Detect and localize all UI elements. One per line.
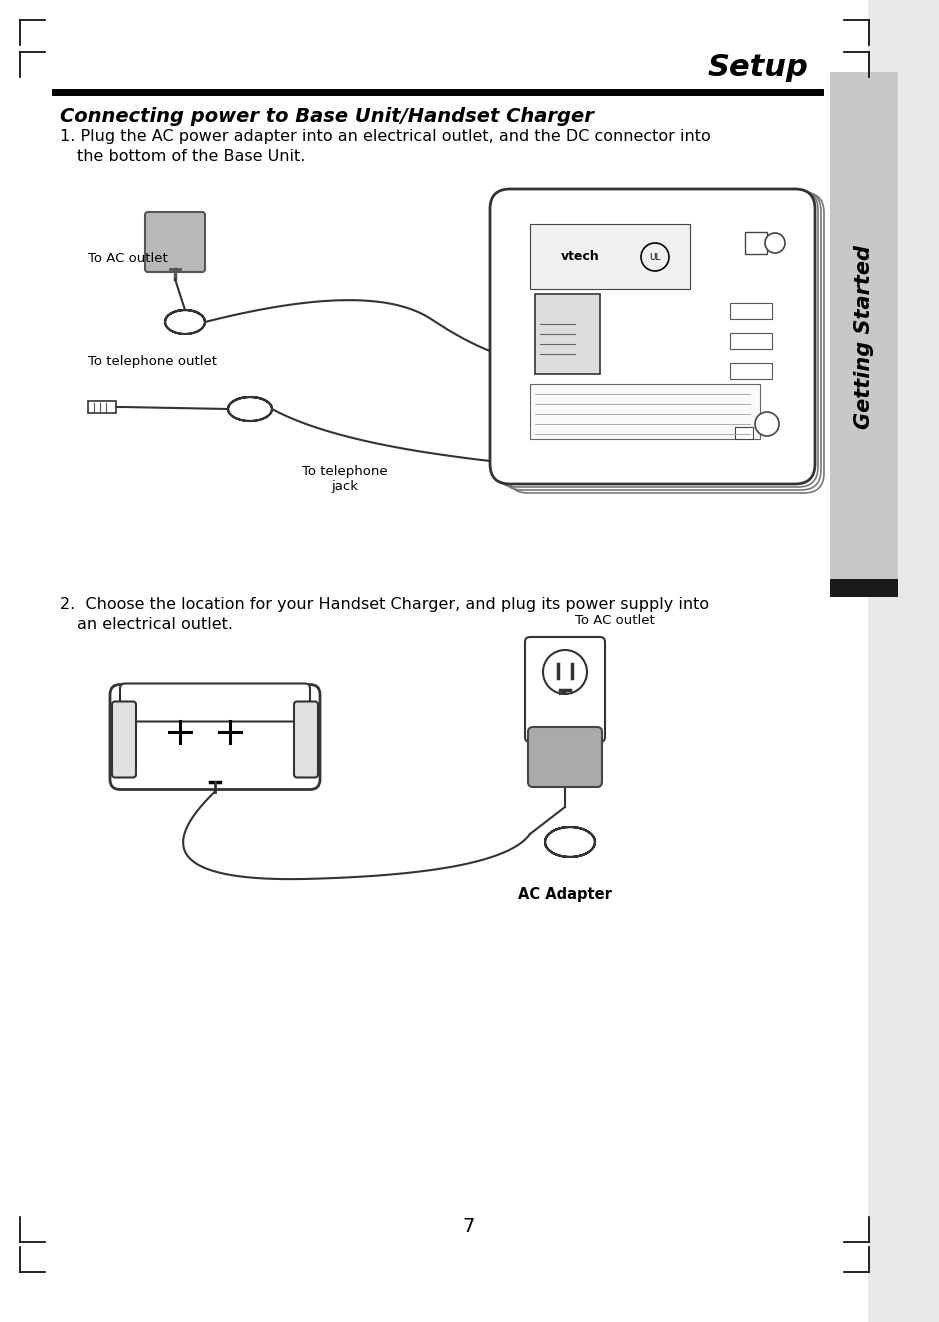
Bar (745, 231, 767, 254)
FancyBboxPatch shape (110, 685, 320, 789)
Text: 2.  Choose the location for your Handset Charger, and plug its power supply into: 2. Choose the location for your Handset … (60, 598, 709, 612)
Text: AC Adapter: AC Adapter (518, 887, 612, 902)
Text: vtech: vtech (561, 250, 599, 263)
Bar (88, 401, 116, 412)
FancyBboxPatch shape (145, 212, 205, 272)
Text: UL: UL (649, 253, 661, 262)
FancyBboxPatch shape (490, 189, 815, 484)
Bar (730, 364, 772, 379)
Circle shape (765, 233, 785, 253)
Text: Connecting power to Base Unit/Handset Charger: Connecting power to Base Unit/Handset Ch… (60, 107, 593, 126)
Bar (730, 303, 772, 319)
Circle shape (543, 650, 587, 694)
Text: Getting Started: Getting Started (854, 245, 874, 430)
Bar (830, 579, 898, 598)
Bar (530, 383, 760, 439)
Text: 1. Plug the AC power adapter into an electrical outlet, and the DC connector int: 1. Plug the AC power adapter into an ele… (60, 130, 711, 144)
Text: 7: 7 (463, 1218, 475, 1236)
FancyBboxPatch shape (525, 637, 605, 742)
Bar (535, 293, 600, 374)
Text: To AC outlet: To AC outlet (88, 253, 168, 266)
Bar (868, 0, 939, 1322)
Text: To AC outlet: To AC outlet (575, 613, 654, 627)
Text: the bottom of the Base Unit.: the bottom of the Base Unit. (77, 149, 305, 164)
Circle shape (755, 412, 779, 436)
Bar (730, 397, 748, 408)
Text: To telephone
jack: To telephone jack (302, 465, 388, 493)
FancyBboxPatch shape (112, 702, 136, 777)
Bar (830, 71, 898, 592)
Bar (530, 223, 690, 290)
Bar (730, 333, 772, 349)
FancyBboxPatch shape (528, 727, 602, 787)
Bar (735, 427, 753, 439)
FancyBboxPatch shape (120, 683, 310, 722)
Text: To telephone outlet: To telephone outlet (88, 356, 217, 369)
FancyBboxPatch shape (294, 702, 318, 777)
Text: an electrical outlet.: an electrical outlet. (77, 617, 233, 632)
Text: Setup: Setup (707, 53, 808, 82)
